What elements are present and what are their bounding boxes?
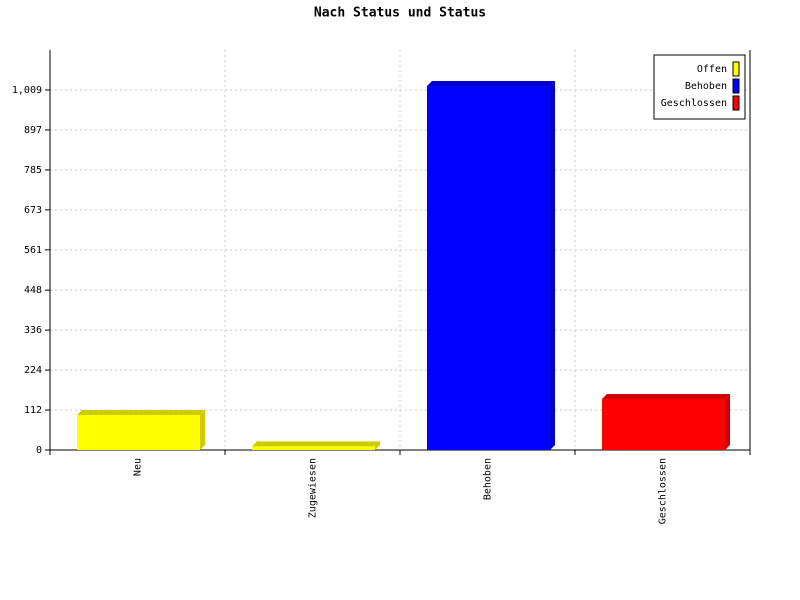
legend: Offen Behoben Geschlossen [653,54,746,120]
x-tick-label: Zugewiesen [308,458,319,518]
y-tick-label: 673 [24,205,42,216]
y-tick-label: 224 [24,365,42,376]
bar-top [77,410,205,416]
bar-top [602,393,730,399]
bar [77,410,205,450]
chart-title: Nach Status und Status [314,6,486,21]
bar-front [252,446,375,450]
y-tick-label: 1,009 [12,85,42,96]
y-tick-label: 785 [24,165,42,176]
bar-front [427,86,550,451]
bar [602,393,730,450]
y-tick-label: 561 [24,245,42,256]
y-tick-label: 0 [36,445,42,456]
bar-side [200,410,205,450]
y-tick-label: 112 [24,405,42,416]
legend-label: Geschlossen [661,98,727,109]
y-tick-label: 448 [24,285,42,296]
bar-side [550,81,555,451]
bar-front [602,398,725,450]
legend-swatch [732,95,740,111]
bar-side [725,393,730,450]
legend-swatch [732,61,740,77]
x-tick-label: Geschlossen [658,458,669,524]
legend-swatch [732,78,740,94]
y-tick-label: 897 [24,125,42,136]
bar-front [77,415,200,450]
x-tick-label: Neu [133,458,144,476]
y-tick-label: 336 [24,325,42,336]
x-tick-label: Behoben [483,458,494,500]
legend-box [653,54,746,120]
bar-top [252,441,380,447]
bar [252,441,380,450]
bar-side [375,441,380,450]
bar [427,81,555,451]
legend-label: Behoben [685,81,727,92]
bar-top [427,81,555,87]
legend-label: Offen [697,64,727,75]
